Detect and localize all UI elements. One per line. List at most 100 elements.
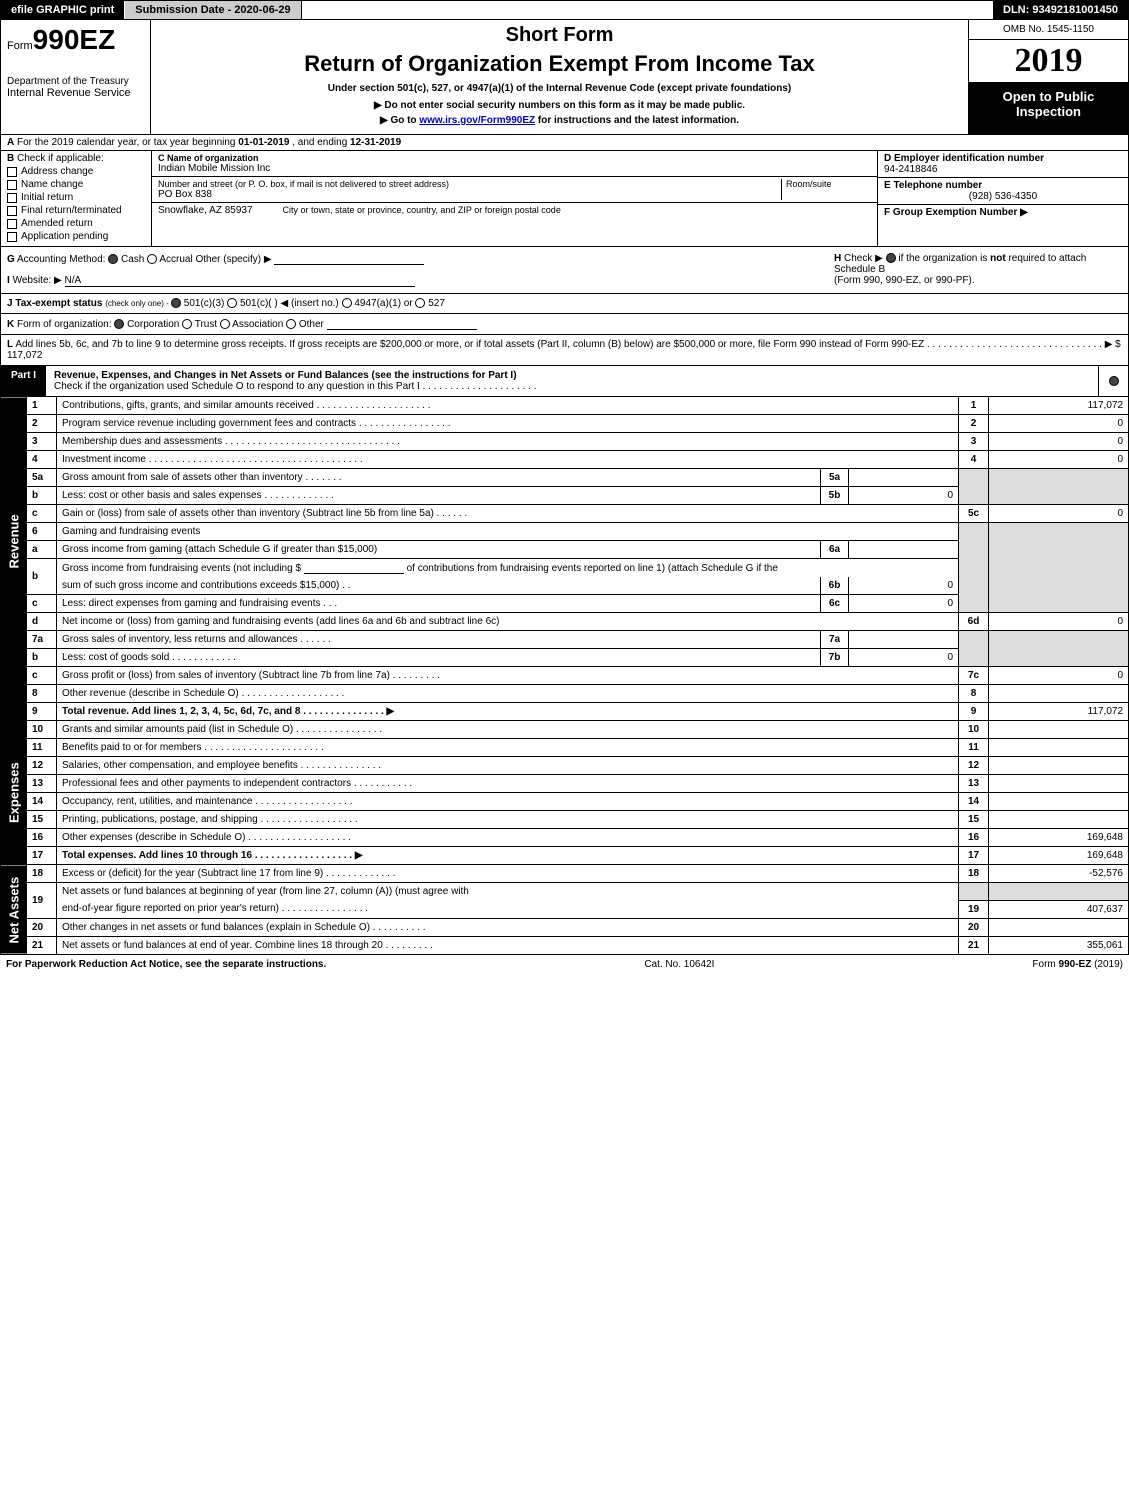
b-item-4: Amended return <box>21 218 93 229</box>
chk-name-change[interactable] <box>7 180 17 190</box>
irs-link[interactable]: www.irs.gov/Form990EZ <box>419 115 535 126</box>
part-1-chk-icon <box>1109 376 1119 386</box>
line-4-desc: Investment income . . . . . . . . . . . … <box>57 451 959 469</box>
line-6b-desc: Gross income from fundraising events (no… <box>57 559 959 578</box>
footer-left: For Paperwork Reduction Act Notice, see … <box>6 959 326 970</box>
section-c: C Name of organization Indian Mobile Mis… <box>151 151 878 246</box>
line-12-box: 12 <box>959 757 989 775</box>
line-6c-sub: 6c <box>821 595 849 613</box>
section-h: H Check ▶ if the organization is not req… <box>828 247 1128 293</box>
h-text2: if the organization is <box>898 253 990 264</box>
radio-other[interactable] <box>286 319 296 329</box>
line-9-val: 117,072 <box>989 703 1129 721</box>
line-16-no: 16 <box>27 829 57 847</box>
radio-association[interactable] <box>220 319 230 329</box>
line-6b-blank[interactable] <box>304 562 404 574</box>
radio-accrual[interactable] <box>147 254 157 264</box>
radio-501c3[interactable] <box>171 298 181 308</box>
b-item-5: Application pending <box>21 231 108 242</box>
k-other-input[interactable] <box>327 318 477 330</box>
line-16-box: 16 <box>959 829 989 847</box>
irs-label: Internal Revenue Service <box>7 87 144 99</box>
section-b: B Check if applicable: Address change Na… <box>1 151 151 246</box>
j-label: Tax-exempt status <box>15 298 102 309</box>
goto-post: for instructions and the latest informat… <box>535 115 739 126</box>
line-5c-box: 5c <box>959 505 989 523</box>
k-opt-0: Corporation <box>127 319 179 330</box>
line-6a-sub: 6a <box>821 541 849 559</box>
j-opt2: 501(c)( ) ◀ (insert no.) <box>240 298 339 309</box>
section-j: J Tax-exempt status (check only one) - 5… <box>0 294 1129 314</box>
b-item-0: Address change <box>21 166 93 177</box>
line-11-no: 11 <box>27 739 57 757</box>
radio-cash[interactable] <box>108 254 118 264</box>
chk-final-return[interactable] <box>7 206 17 216</box>
shade-7-val <box>989 631 1129 667</box>
line-6b-desc1: Gross income from fundraising events (no… <box>62 563 304 574</box>
chk-amended-return[interactable] <box>7 219 17 229</box>
chk-initial-return[interactable] <box>7 193 17 203</box>
part-1-checkbox[interactable] <box>1098 366 1128 396</box>
line-14-desc: Occupancy, rent, utilities, and maintena… <box>57 793 959 811</box>
line-14-no: 14 <box>27 793 57 811</box>
line-1-desc: Contributions, gifts, grants, and simila… <box>57 397 959 415</box>
sections-b-f: B Check if applicable: Address change Na… <box>0 151 1129 247</box>
e-label: E Telephone number <box>884 180 1122 191</box>
d-label: D Employer identification number <box>884 153 1122 164</box>
header-left: Form990EZ Department of the Treasury Int… <box>1 20 151 134</box>
efile-print-button[interactable]: efile GRAPHIC print <box>1 1 125 19</box>
line-11-box: 11 <box>959 739 989 757</box>
line-6-desc: Gaming and fundraising events <box>57 523 959 541</box>
line-1-no: 1 <box>27 397 57 415</box>
g-other-input[interactable] <box>274 253 424 265</box>
line-7a-desc: Gross sales of inventory, less returns a… <box>57 631 821 649</box>
c-label: C Name of organization <box>158 153 259 163</box>
part-1-sub: Check if the organization used Schedule … <box>54 381 536 392</box>
line-3-no: 3 <box>27 433 57 451</box>
line-7b-desc: Less: cost of goods sold . . . . . . . .… <box>57 649 821 667</box>
addr-label: Number and street (or P. O. box, if mail… <box>158 179 781 189</box>
chk-address-change[interactable] <box>7 167 17 177</box>
shade-19-val <box>989 883 1129 901</box>
line-16-desc: Other expenses (describe in Schedule O) … <box>57 829 959 847</box>
line-4-no: 4 <box>27 451 57 469</box>
line-12-desc: Salaries, other compensation, and employ… <box>57 757 959 775</box>
h-checkbox[interactable] <box>886 253 896 263</box>
line-10-box: 10 <box>959 721 989 739</box>
radio-trust[interactable] <box>182 319 192 329</box>
line-21-val: 355,061 <box>989 936 1129 954</box>
phone-value: (928) 536-4350 <box>884 191 1122 202</box>
line-13-no: 13 <box>27 775 57 793</box>
line-13-desc: Professional fees and other payments to … <box>57 775 959 793</box>
shade-5-val <box>989 469 1129 505</box>
line-9-no: 9 <box>27 703 57 721</box>
sections-d-f: D Employer identification number 94-2418… <box>878 151 1128 246</box>
form-prefix: Form <box>7 40 33 52</box>
letter-j: J <box>7 298 13 309</box>
b-item-2: Initial return <box>21 192 73 203</box>
line-19-box: 19 <box>959 900 989 918</box>
radio-corporation[interactable] <box>114 319 124 329</box>
line-15-val <box>989 811 1129 829</box>
radio-4947[interactable] <box>342 298 352 308</box>
letter-k: K <box>7 319 14 330</box>
line-4-val: 0 <box>989 451 1129 469</box>
line-10-desc: Grants and similar amounts paid (list in… <box>57 721 959 739</box>
radio-501c[interactable] <box>227 298 237 308</box>
main-title: Return of Organization Exempt From Incom… <box>159 51 960 77</box>
g-cash: Cash <box>121 254 144 265</box>
line-7c-desc: Gross profit or (loss) from sales of inv… <box>57 667 959 685</box>
section-l: L Add lines 5b, 6c, and 7b to line 9 to … <box>0 335 1129 366</box>
line-2-val: 0 <box>989 415 1129 433</box>
line-6c-desc: Less: direct expenses from gaming and fu… <box>57 595 821 613</box>
part-1-header: Part I Revenue, Expenses, and Changes in… <box>0 366 1129 397</box>
line-12-val <box>989 757 1129 775</box>
chk-application-pending[interactable] <box>7 232 17 242</box>
shade-6 <box>959 523 989 613</box>
line-16-val: 169,648 <box>989 829 1129 847</box>
line-9-desc: Total revenue. Add lines 1, 2, 3, 4, 5c,… <box>57 703 959 721</box>
radio-527[interactable] <box>415 298 425 308</box>
room-suite-label: Room/suite <box>781 179 871 200</box>
l-text: Add lines 5b, 6c, and 7b to line 9 to de… <box>15 339 1120 350</box>
a-mid: , and ending <box>292 137 350 148</box>
